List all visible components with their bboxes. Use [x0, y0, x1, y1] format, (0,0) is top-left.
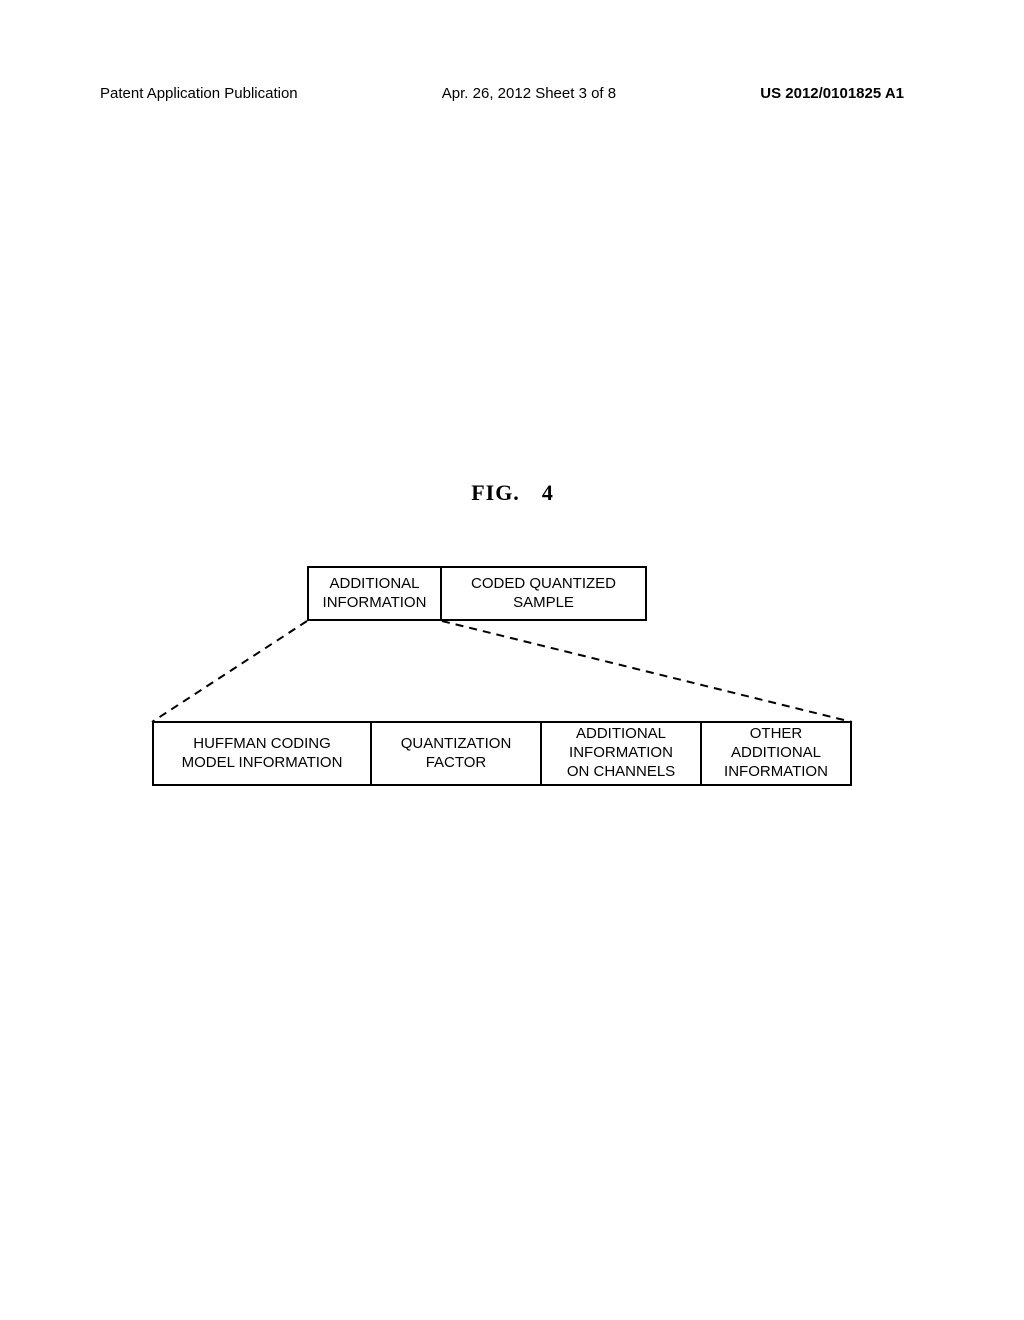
top-box-coded-sample: CODED QUANTIZEDSAMPLE — [442, 566, 647, 621]
header-left: Patent Application Publication — [100, 85, 298, 102]
dashed-line-right — [442, 621, 852, 722]
top-box-2-label: CODED QUANTIZEDSAMPLE — [471, 575, 616, 613]
top-box-1-label: ADDITIONALINFORMATION — [323, 575, 427, 613]
connecting-lines — [122, 619, 902, 724]
header-center: Apr. 26, 2012 Sheet 3 of 8 — [442, 85, 616, 102]
bottom-box-huffman: HUFFMAN CODINGMODEL INFORMATION — [152, 721, 372, 786]
bottom-box-2-label: QUANTIZATIONFACTOR — [401, 735, 512, 773]
bottom-box-channels: ADDITIONALINFORMATIONON CHANNELS — [542, 721, 702, 786]
figure-container: FIG. 4 ADDITIONALINFORMATION CODED QUANT… — [122, 480, 902, 846]
page-header: Patent Application Publication Apr. 26, … — [0, 85, 1024, 102]
bottom-box-1-label: HUFFMAN CODINGMODEL INFORMATION — [182, 735, 343, 773]
bottom-box-other: OTHERADDITIONALINFORMATION — [702, 721, 852, 786]
figure-label: FIG. — [471, 480, 520, 505]
bottom-box-quantization: QUANTIZATIONFACTOR — [372, 721, 542, 786]
header-right: US 2012/0101825 A1 — [760, 85, 904, 102]
top-row: ADDITIONALINFORMATION CODED QUANTIZEDSAM… — [307, 566, 647, 621]
top-box-additional-info: ADDITIONALINFORMATION — [307, 566, 442, 621]
dashed-line-left — [152, 621, 307, 722]
bottom-box-3-label: ADDITIONALINFORMATIONON CHANNELS — [567, 725, 675, 781]
diagram: ADDITIONALINFORMATION CODED QUANTIZEDSAM… — [122, 566, 902, 846]
figure-title: FIG. 4 — [122, 480, 902, 506]
bottom-box-4-label: OTHERADDITIONALINFORMATION — [724, 725, 828, 781]
bottom-row: HUFFMAN CODINGMODEL INFORMATION QUANTIZA… — [152, 721, 852, 786]
figure-number: 4 — [542, 480, 553, 505]
